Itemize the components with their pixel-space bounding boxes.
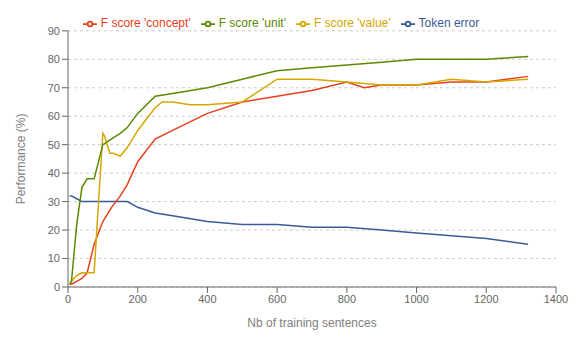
svg-text:1200: 1200 xyxy=(474,293,498,305)
svg-text:40: 40 xyxy=(48,167,60,179)
html-text:F score 'unit': F score 'unit' xyxy=(218,16,286,30)
svg-text:70: 70 xyxy=(48,82,60,94)
svg-text:600: 600 xyxy=(268,293,286,305)
svg-text:0: 0 xyxy=(54,281,60,293)
svg-text:0: 0 xyxy=(65,293,71,305)
svg-text:200: 200 xyxy=(129,293,147,305)
svg-text:80: 80 xyxy=(48,53,60,65)
html-text:Token error: Token error xyxy=(418,16,480,30)
html-text:F score 'concept': F score 'concept' xyxy=(100,16,191,30)
svg-text:50: 50 xyxy=(48,139,60,151)
svg-text:1400: 1400 xyxy=(544,293,568,305)
html-text:F score 'value': F score 'value' xyxy=(314,16,391,30)
svg-text:90: 90 xyxy=(48,25,60,37)
svg-text:Nb of training sentences: Nb of training sentences xyxy=(247,316,376,330)
svg-text:Performance (%): Performance (%) xyxy=(14,114,28,205)
svg-text:10: 10 xyxy=(48,252,60,264)
svg-text:800: 800 xyxy=(338,293,356,305)
svg-text:30: 30 xyxy=(48,196,60,208)
svg-text:1000: 1000 xyxy=(404,293,428,305)
svg-text:20: 20 xyxy=(48,224,60,236)
svg-text:400: 400 xyxy=(198,293,216,305)
svg-text:60: 60 xyxy=(48,110,60,122)
